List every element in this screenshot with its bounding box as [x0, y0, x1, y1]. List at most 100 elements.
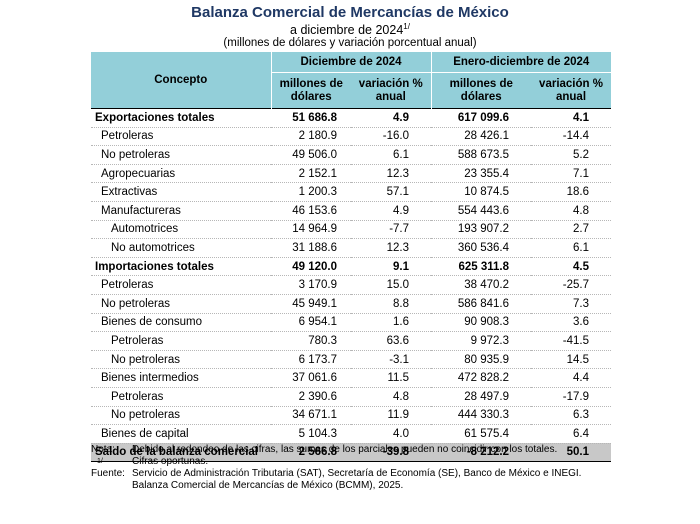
- row-label: No petroleras: [91, 406, 271, 426]
- row-label: Bienes de capital: [91, 424, 271, 444]
- dic-millones-cell: 3 170.9: [271, 275, 351, 295]
- concept-header: Concepto: [91, 52, 272, 109]
- units-caption: (millones de dólares y variación porcent…: [223, 37, 477, 49]
- dic-millones-cell: 45 949.1: [271, 294, 351, 314]
- dic-millones-cell: 5 104.3: [271, 424, 351, 444]
- source-text-2: Balanza Comercial de Mercancías de Méxic…: [132, 480, 404, 491]
- row-label: No petroleras: [91, 145, 271, 165]
- subtitle-footnote-mark: 1/: [403, 22, 410, 31]
- source-text: Servicio de Administración Tributaria (S…: [132, 468, 582, 479]
- source-row: Fuente: Servicio de Administración Tribu…: [91, 468, 621, 480]
- dic-millones-cell: 14 964.9: [271, 220, 351, 240]
- ene-millones-cell: 360 536.4: [431, 238, 532, 258]
- table-row: Bienes intermedios 37 061.6 11.5 472 828…: [91, 368, 612, 388]
- col-header-millones-ene: millones de dólares: [430, 72, 532, 109]
- row-label: Exportaciones totales: [91, 108, 271, 128]
- dic-variacion-cell: -16.0: [351, 127, 432, 147]
- ene-variacion-cell: 4.5: [531, 257, 612, 277]
- table-row: Petroleras 2 390.6 4.8 28 497.9 -17.9: [91, 387, 612, 407]
- row-label: Importaciones totales: [91, 257, 271, 277]
- row-label: No petroleras: [91, 294, 271, 314]
- ene-millones-cell: 28 497.9: [431, 387, 532, 407]
- table-row: Exportaciones totales 51 686.8 4.9 617 0…: [91, 108, 612, 128]
- page-title: Balanza Comercial de Mercancías de Méxic…: [191, 4, 509, 21]
- ene-variacion-cell: 6.4: [531, 424, 612, 444]
- dic-variacion-cell: 8.8: [351, 294, 432, 314]
- row-label: Bienes de consumo: [91, 313, 271, 333]
- col-header-variacion-dic: variación % anual: [351, 72, 432, 109]
- ene-millones-cell: 9 972.3: [431, 331, 532, 351]
- dic-variacion-cell: 9.1: [351, 257, 432, 277]
- dic-variacion-cell: 57.1: [351, 182, 432, 202]
- dic-millones-cell: 2 180.9: [271, 127, 351, 147]
- trade-balance-table: Concepto Diciembre de 2024 Enero-diciemb…: [91, 52, 612, 463]
- group-header-december: Diciembre de 2024: [271, 52, 432, 73]
- ene-variacion-cell: 50.1: [531, 443, 612, 463]
- ene-millones-cell: 38 470.2: [431, 275, 532, 295]
- row-label: No automotrices: [91, 238, 271, 258]
- footnote-row: 1/ Cifras oportunas.: [91, 456, 621, 468]
- table-row: Manufactureras 46 153.6 4.9 554 443.6 4.…: [91, 201, 612, 221]
- dic-variacion-cell: 12.3: [351, 238, 432, 258]
- ene-variacion-cell: 4.8: [531, 201, 612, 221]
- ene-variacion-cell: 6.1: [531, 238, 612, 258]
- row-label: No petroleras: [91, 350, 271, 370]
- table-row: No automotrices 31 188.6 12.3 360 536.4 …: [91, 238, 612, 258]
- dic-variacion-cell: 4.9: [351, 201, 432, 221]
- row-label: Petroleras: [91, 387, 271, 407]
- footnotes: Nota: Debido al redondeo de las cifras, …: [91, 444, 621, 492]
- ene-variacion-cell: 5.2: [531, 145, 612, 165]
- ene-variacion-cell: 4.1: [531, 108, 612, 128]
- dic-millones-cell: 49 506.0: [271, 145, 351, 165]
- ene-variacion-cell: -41.5: [531, 331, 612, 351]
- dic-variacion-cell: 11.9: [351, 406, 432, 426]
- note-key: Nota:: [91, 444, 115, 455]
- dic-variacion-cell: 1.6: [351, 313, 432, 333]
- ene-variacion-cell: 2.7: [531, 220, 612, 240]
- dic-variacion-cell: 6.1: [351, 145, 432, 165]
- ene-millones-cell: 586 841.6: [431, 294, 532, 314]
- col-header-variacion-ene: variación % anual: [531, 72, 612, 109]
- ene-variacion-cell: -17.9: [531, 387, 612, 407]
- row-label: Bienes intermedios: [91, 368, 271, 388]
- dic-variacion-cell: 4.8: [351, 387, 432, 407]
- ene-variacion-cell: 7.1: [531, 164, 612, 184]
- table-row-total: Saldo de la balanza comercial 2 566.8 -3…: [91, 443, 612, 463]
- row-label: Saldo de la balanza comercial: [91, 443, 271, 463]
- dic-millones-cell: 2 390.6: [271, 387, 351, 407]
- ene-millones-cell: 625 311.8: [431, 257, 532, 277]
- ene-millones-cell: 10 874.5: [431, 182, 532, 202]
- dic-variacion-cell: 63.6: [351, 331, 432, 351]
- ene-variacion-cell: 6.3: [531, 406, 612, 426]
- note-text: Debido al redondeo de las cifras, las su…: [132, 444, 558, 455]
- ene-variacion-cell: 4.4: [531, 368, 612, 388]
- ene-millones-cell: 193 907.2: [431, 220, 532, 240]
- dic-millones-cell: 1 200.3: [271, 182, 351, 202]
- dic-variacion-cell: 15.0: [351, 275, 432, 295]
- dic-millones-cell: 34 671.1: [271, 406, 351, 426]
- row-label: Petroleras: [91, 331, 271, 351]
- table-row: No petroleras 45 949.1 8.8 586 841.6 7.3: [91, 294, 612, 314]
- dic-millones-cell: 46 153.6: [271, 201, 351, 221]
- ene-variacion-cell: 18.6: [531, 182, 612, 202]
- dic-variacion-cell: -7.7: [351, 220, 432, 240]
- dic-millones-cell: 51 686.8: [271, 108, 351, 128]
- row-label: Petroleras: [91, 275, 271, 295]
- footnote-key: 1/: [97, 458, 103, 465]
- dic-millones-cell: 2 566.8: [271, 443, 351, 463]
- ene-millones-cell: 23 355.4: [431, 164, 532, 184]
- ene-millones-cell: 444 330.3: [431, 406, 532, 426]
- table-row: Petroleras 780.3 63.6 9 972.3 -41.5: [91, 331, 612, 351]
- table-row: Agropecuarias 2 152.1 12.3 23 355.4 7.1: [91, 164, 612, 184]
- group-header-jan-dec: Enero-diciembre de 2024: [430, 52, 612, 73]
- table-row: Petroleras 3 170.9 15.0 38 470.2 -25.7: [91, 275, 612, 295]
- dic-millones-cell: 6 954.1: [271, 313, 351, 333]
- row-label: Petroleras: [91, 127, 271, 147]
- subtitle-text: a diciembre de 2024: [290, 23, 404, 37]
- table-row: Bienes de consumo 6 954.1 1.6 90 908.3 3…: [91, 313, 612, 333]
- ene-variacion-cell: -25.7: [531, 275, 612, 295]
- ene-millones-cell: 472 828.2: [431, 368, 532, 388]
- row-label: Automotrices: [91, 220, 271, 240]
- dic-millones-cell: 37 061.6: [271, 368, 351, 388]
- source-row-2: Balanza Comercial de Mercancías de Méxic…: [91, 480, 621, 492]
